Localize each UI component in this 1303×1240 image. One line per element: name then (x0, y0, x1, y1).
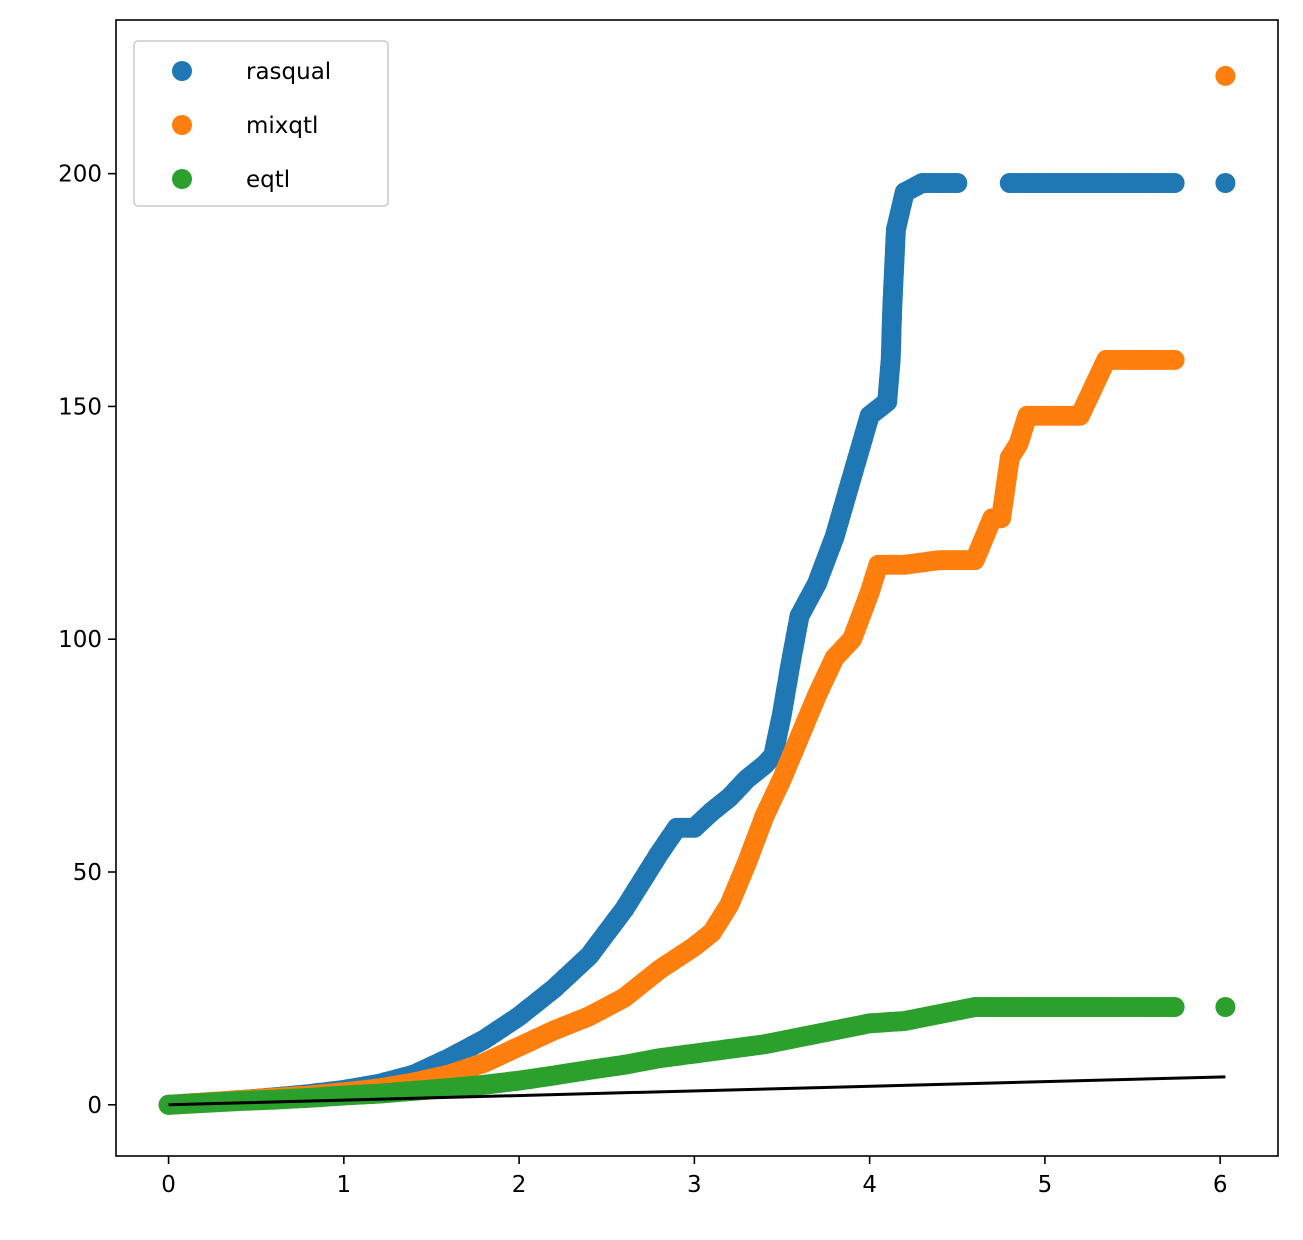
x-tick-label: 4 (862, 1172, 877, 1198)
y-axis: 0 50 100 150 200 (58, 162, 116, 1119)
legend-label-rasqual: rasqual (246, 59, 331, 85)
eqtl-point (1215, 997, 1236, 1017)
y-tick-label: 100 (58, 627, 102, 653)
plot-background (116, 20, 1278, 1156)
legend-marker-eqtl (172, 169, 192, 189)
y-tick-label: 200 (58, 162, 102, 188)
series-layer (158, 65, 1236, 1115)
x-tick-label: 3 (687, 1172, 702, 1198)
series-mixqtl (158, 65, 1236, 1115)
legend-box (133, 40, 389, 207)
x-axis: 0 1 2 3 4 5 6 (161, 1156, 1227, 1198)
legend-label-eqtl: eqtl (246, 167, 290, 193)
legend-label-mixqtl: mixqtl (246, 113, 318, 139)
eqtl-point (1164, 997, 1185, 1017)
reference-line (168, 1075, 1226, 1107)
legend: rasqual mixqtl eqtl (133, 40, 389, 207)
y-tick-label: 150 (58, 394, 102, 420)
rasqual-point (1164, 173, 1185, 193)
legend-marker-mixqtl (172, 115, 192, 135)
y-tick-label: 50 (73, 860, 102, 886)
x-tick-label: 0 (161, 1172, 176, 1198)
mixqtl-point (1164, 349, 1185, 370)
x-tick-label: 1 (337, 1172, 352, 1198)
rasqual-point (1215, 173, 1236, 193)
x-tick-label: 5 (1038, 1172, 1053, 1198)
mixqtl-point (1215, 65, 1236, 86)
x-tick-label: 2 (512, 1172, 527, 1198)
y-tick-label: 0 (87, 1093, 102, 1119)
x-tick-label: 6 (1213, 1172, 1228, 1198)
plot-frame (115, 19, 1279, 1157)
reference-line-layer (168, 1075, 1226, 1107)
legend-marker-rasqual (172, 61, 192, 81)
rasqual-point (947, 173, 968, 193)
